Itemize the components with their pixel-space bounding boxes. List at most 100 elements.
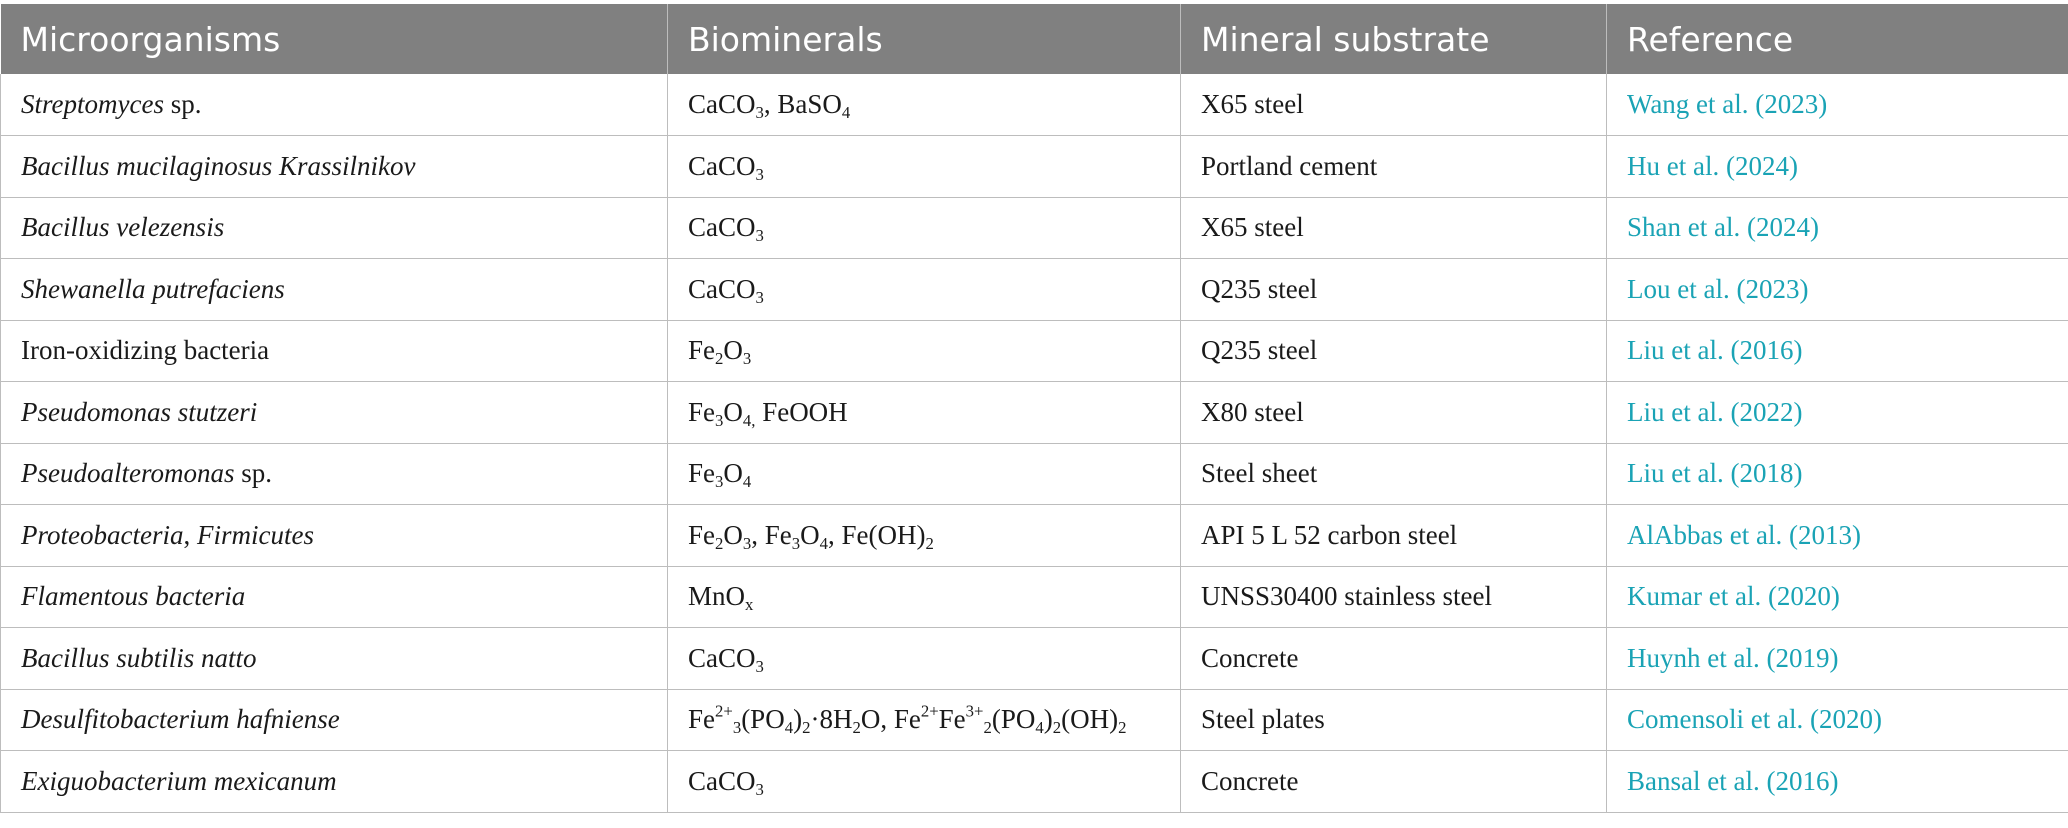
formula-subscript: 3 bbox=[742, 533, 752, 553]
table-row: Bacillus subtilis natto CaCO3 Concrete Huyn… bbox=[0, 627, 2068, 690]
formula-text: ) bbox=[1043, 704, 1053, 735]
cell-mineral-substrate: Q235 steel bbox=[1180, 258, 1607, 321]
formula-subscript: x bbox=[745, 595, 754, 615]
organism-name-part: Bacillus velezensis bbox=[21, 212, 225, 243]
formula-text: (OH) bbox=[1061, 704, 1119, 735]
cell-microorganism: Pseudomonas stutzeri bbox=[0, 381, 668, 444]
header-microorganisms: Microorganisms bbox=[0, 0, 668, 74]
table-row: Pseudoalteromonas sp. Fe3O4 Steel sheet Liu… bbox=[0, 443, 2068, 505]
formula-text: Fe bbox=[688, 335, 715, 366]
reference-link[interactable]: Wang et al. (2023) bbox=[1627, 89, 1828, 119]
formula-subscript: 3 bbox=[755, 226, 764, 246]
formula-text: O bbox=[723, 458, 743, 489]
cell-microorganism: Exiguobacterium mexicanum bbox=[0, 750, 668, 813]
table-row: Desulfitobacterium hafniense Fe2+3(PO4)2·… bbox=[0, 689, 2068, 751]
formula-subscript: 2 bbox=[715, 349, 724, 369]
formula-text: Fe bbox=[688, 396, 715, 427]
formula-subscript: 3 bbox=[732, 718, 742, 738]
cell-biominerals: CaCO3 bbox=[667, 627, 1181, 690]
cell-reference: Kumar et al. (2020) bbox=[1606, 566, 2068, 628]
cell-microorganism: Shewanella putrefaciens bbox=[0, 258, 668, 321]
reference-link[interactable]: Hu et al. (2024) bbox=[1627, 150, 1798, 181]
cell-mineral-substrate: Q235 steel bbox=[1180, 320, 1607, 382]
reference-link[interactable]: Liu et al. (2018) bbox=[1627, 458, 1803, 489]
reference-link[interactable]: Liu et al. (2022) bbox=[1627, 396, 1803, 427]
organism-name-part: Pseudoalteromonas bbox=[21, 458, 235, 489]
formula-text: O bbox=[800, 519, 820, 550]
cell-microorganism: Pseudoalteromonas sp. bbox=[0, 443, 668, 505]
cell-biominerals: CaCO3 bbox=[667, 135, 1181, 198]
formula-text: O, Fe bbox=[860, 704, 921, 735]
cell-reference: Huynh et al. (2019) bbox=[1606, 627, 2068, 690]
formula-subscript: 3 bbox=[742, 349, 752, 369]
table-row: Exiguobacterium mexicanum CaCO3 Concrete Ba… bbox=[0, 750, 2068, 813]
formula-text: , BaSO bbox=[763, 89, 842, 119]
cell-reference: Comensoli et al. (2020) bbox=[1606, 689, 2068, 751]
formula-subscript: 4 bbox=[1035, 718, 1044, 738]
cell-reference: Wang et al. (2023) bbox=[1606, 74, 2068, 136]
formula-text: , Fe bbox=[751, 519, 792, 550]
formula-text: CaCO bbox=[688, 273, 756, 304]
formula-text: CaCO bbox=[688, 765, 756, 796]
formula-subscript: 3 bbox=[755, 287, 764, 307]
cell-reference: Liu et al. (2018) bbox=[1606, 443, 2068, 505]
cell-mineral-substrate: X65 steel bbox=[1180, 197, 1607, 259]
reference-link[interactable]: Lou et al. (2023) bbox=[1627, 273, 1809, 304]
formula-supscript: 3+ bbox=[965, 701, 984, 721]
organism-name-part: Bacillus subtilis natto bbox=[21, 642, 257, 673]
formula-subscript: 4 bbox=[841, 103, 851, 123]
cell-reference: Liu et al. (2016) bbox=[1606, 320, 2068, 382]
formula-subscript: 3 bbox=[755, 164, 764, 184]
table-row: Proteobacteria, Firmicutes Fe2O3, Fe3O4, … bbox=[0, 504, 2068, 567]
cell-biominerals: CaCO3 bbox=[667, 258, 1181, 321]
cell-mineral-substrate: Concrete bbox=[1180, 750, 1607, 813]
table-row: Bacillus velezensis CaCO3 X65 steel Shan et… bbox=[0, 197, 2068, 259]
formula-supscript: 2+ bbox=[715, 701, 733, 721]
cell-biominerals: Fe2O3 bbox=[667, 320, 1181, 382]
reference-link[interactable]: Comensoli et al. (2020) bbox=[1627, 704, 1882, 735]
cell-microorganism: Bacillus mucilaginosus Krassilnikov bbox=[0, 135, 668, 198]
table-header-row: Microorganisms Biominerals Mineral subst… bbox=[0, 0, 2068, 74]
table-row: Streptomyces sp. CaCO3, BaSO4 X65 steel Wan… bbox=[0, 74, 2068, 136]
reference-link[interactable]: Bansal et al. (2016) bbox=[1627, 765, 1839, 796]
table-row: Iron-oxidizing bacteria Fe2O3 Q235 steel Li… bbox=[0, 320, 2068, 382]
formula-subscript: 2 bbox=[1052, 718, 1062, 738]
organism-name-part: Shewanella putrefaciens bbox=[21, 273, 285, 304]
cell-mineral-substrate: Concrete bbox=[1180, 627, 1607, 690]
formula-subscript: 3 bbox=[755, 103, 764, 123]
cell-microorganism: Desulfitobacterium hafniense bbox=[0, 689, 668, 751]
formula-text: Fe bbox=[688, 704, 715, 735]
formula-subscript: 4 bbox=[742, 472, 752, 492]
cell-reference: AlAbbas et al. (2013) bbox=[1606, 504, 2068, 567]
cell-mineral-substrate: API 5 L 52 carbon steel bbox=[1180, 504, 1607, 567]
cell-reference: Liu et al. (2022) bbox=[1606, 381, 2068, 444]
formula-text: FeOOH bbox=[755, 396, 848, 427]
organism-name-part: Streptomyces bbox=[21, 89, 164, 119]
cell-biominerals: CaCO3 bbox=[667, 750, 1181, 813]
formula-text: Fe bbox=[938, 704, 966, 735]
organism-name-part: , bbox=[183, 519, 197, 550]
cell-reference: Shan et al. (2024) bbox=[1606, 197, 2068, 259]
formula-text: (PO bbox=[741, 704, 785, 735]
reference-link[interactable]: Huynh et al. (2019) bbox=[1627, 642, 1839, 673]
cell-mineral-substrate: X80 steel bbox=[1180, 381, 1607, 444]
organism-name-part: sp. bbox=[234, 458, 272, 489]
cell-biominerals: CaCO3 bbox=[667, 197, 1181, 259]
cell-reference: Bansal et al. (2016) bbox=[1606, 750, 2068, 813]
reference-link[interactable]: AlAbbas et al. (2013) bbox=[1627, 519, 1861, 550]
formula-text: CaCO bbox=[688, 212, 756, 243]
formula-subscript: 4, bbox=[742, 410, 756, 430]
formula-text: , Fe(OH) bbox=[828, 519, 926, 550]
cell-biominerals: MnOx bbox=[667, 566, 1181, 628]
cell-microorganism: Flamentous bacteria bbox=[0, 566, 668, 628]
organism-name-part: Proteobacteria bbox=[21, 519, 184, 550]
formula-text: O bbox=[723, 335, 743, 366]
reference-link[interactable]: Kumar et al. (2020) bbox=[1627, 581, 1840, 612]
reference-link[interactable]: Shan et al. (2024) bbox=[1627, 212, 1819, 243]
cell-mineral-substrate: Steel sheet bbox=[1180, 443, 1607, 505]
cell-reference: Hu et al. (2024) bbox=[1606, 135, 2068, 198]
organism-name-part: Pseudomonas stutzeri bbox=[21, 396, 258, 427]
organism-name-part: sp. bbox=[163, 89, 202, 119]
reference-link[interactable]: Liu et al. (2016) bbox=[1627, 335, 1803, 366]
